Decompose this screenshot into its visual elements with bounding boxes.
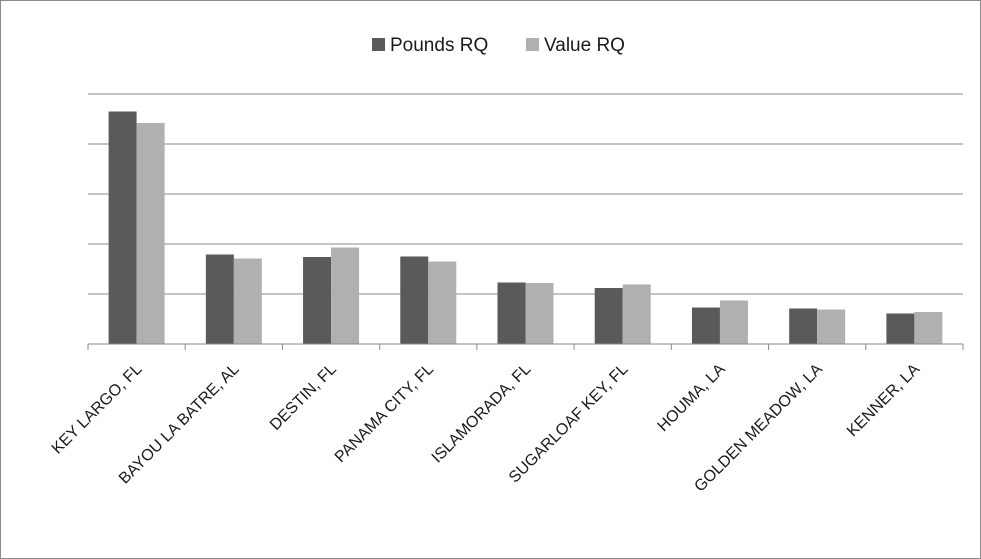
bar-value-rq [914, 312, 943, 344]
bar-pounds-rq [108, 111, 137, 344]
bar-pounds-rq [594, 288, 623, 344]
bar-value-rq [331, 247, 360, 344]
bars [108, 111, 943, 344]
x-axis [87, 343, 964, 350]
bar-value-rq [525, 283, 554, 344]
legend-label-value-rq: Value RQ [544, 35, 625, 56]
x-tick-label: DESTIN, FL [267, 361, 340, 434]
bar-value-rq [622, 284, 651, 344]
x-tick-label: KEY LARGO, FL [49, 361, 146, 458]
bar-pounds-rq [303, 257, 332, 344]
bar-value-rq [719, 300, 748, 344]
bar-pounds-rq [886, 313, 915, 344]
x-tick-label: KENNER, LA [844, 361, 924, 441]
x-tick-label: HOUMA, LA [655, 361, 729, 435]
legend-swatch-value-rq [526, 38, 539, 51]
bar-value-rq [136, 123, 165, 344]
bar-pounds-rq [691, 307, 720, 344]
bar-value-rq [233, 258, 262, 344]
legend-label-pounds-rq: Pounds RQ [390, 35, 488, 56]
x-tick-label: PANAMA CITY, FL [332, 361, 437, 466]
bar-pounds-rq [789, 308, 818, 344]
bar-pounds-rq [400, 256, 429, 344]
legend: Pounds RQ Value RQ [372, 35, 625, 56]
x-tick-label: ISLAMORADA, FL [429, 361, 535, 467]
bar-pounds-rq [497, 282, 526, 344]
bar-pounds-rq [205, 254, 234, 344]
bar-value-rq [817, 309, 846, 344]
legend-swatch-pounds-rq [372, 38, 385, 51]
bar-value-rq [428, 261, 457, 344]
gridlines [88, 93, 963, 295]
